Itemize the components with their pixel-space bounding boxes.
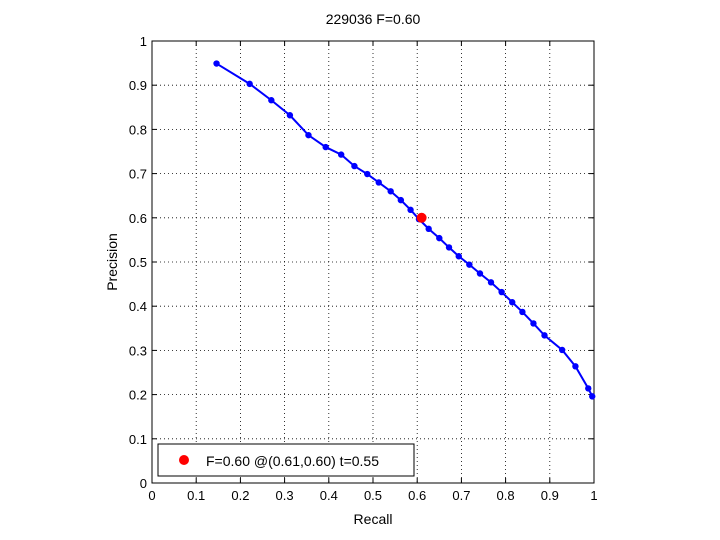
legend-marker xyxy=(179,455,189,465)
series-layer xyxy=(213,60,596,400)
series-point xyxy=(407,206,414,214)
series-point xyxy=(213,60,220,67)
series-point xyxy=(558,346,566,354)
x-tick-labels: 0 0.1 0.2 0.3 0.4 0.5 0.6 0.7 0.8 0.9 1 xyxy=(148,488,597,503)
series-point xyxy=(322,143,329,151)
series-point xyxy=(305,131,312,139)
y-tick-label: 0.1 xyxy=(129,432,147,447)
series-point xyxy=(246,80,253,88)
y-tick-label: 0.2 xyxy=(129,388,147,403)
chart-title: 229036 F=0.60 xyxy=(326,11,421,27)
grid-lines xyxy=(152,41,594,483)
x-tick-label: 0 xyxy=(148,488,155,503)
series-point xyxy=(466,261,473,268)
series-point xyxy=(268,97,275,104)
y-tick-label: 0.6 xyxy=(129,211,147,226)
series-point xyxy=(375,179,382,186)
series-point xyxy=(387,188,394,195)
series-point xyxy=(487,279,495,286)
x-tick-label: 0.8 xyxy=(497,488,515,503)
x-tick-label: 0.6 xyxy=(408,488,426,503)
series-point xyxy=(425,225,432,233)
series-point xyxy=(286,112,294,119)
y-tick-label: 0.7 xyxy=(129,167,147,182)
y-tick-label: 0.8 xyxy=(129,122,147,137)
y-tick-labels: 0 0.1 0.2 0.3 0.4 0.5 0.6 0.7 0.8 0.9 1 xyxy=(129,34,147,491)
series-point xyxy=(337,151,345,158)
series-point xyxy=(541,332,548,339)
series-point xyxy=(585,385,592,392)
series-point xyxy=(519,308,526,316)
series-point xyxy=(436,234,443,242)
x-tick-label: 0.1 xyxy=(187,488,205,503)
series-point xyxy=(364,170,371,178)
x-axis-label: Recall xyxy=(354,511,393,527)
series-point xyxy=(572,363,579,370)
series-point xyxy=(445,244,453,251)
series-point xyxy=(455,253,462,260)
y-tick-label: 0.5 xyxy=(129,255,147,270)
series-point xyxy=(498,288,505,296)
x-tick-label: 0.3 xyxy=(276,488,294,503)
y-tick-label: 0.4 xyxy=(129,299,147,314)
series-point xyxy=(397,196,405,204)
plot-frame xyxy=(151,40,595,484)
legend: F=0.60 @(0.61,0.60) t=0.55 xyxy=(157,443,415,477)
series-point xyxy=(351,162,358,170)
legend-label: F=0.60 @(0.61,0.60) t=0.55 xyxy=(206,453,379,469)
best-f-point xyxy=(416,212,427,223)
x-tick-label: 0.4 xyxy=(320,488,338,503)
x-tick-label: 0.2 xyxy=(231,488,249,503)
series-point xyxy=(530,320,537,327)
x-tick-label: 0.9 xyxy=(541,488,559,503)
y-tick-label: 0.3 xyxy=(129,343,147,358)
legend-box xyxy=(157,443,415,477)
x-tick-label: 1 xyxy=(590,488,597,503)
y-tick-label: 0 xyxy=(140,476,147,491)
y-tick-label: 0.9 xyxy=(129,78,147,93)
y-tick-label: 1 xyxy=(140,34,147,49)
y-axis-label: Precision xyxy=(104,233,120,291)
x-tick-label: 0.7 xyxy=(452,488,470,503)
series-point xyxy=(476,270,484,277)
x-tick-label: 0.5 xyxy=(364,488,382,503)
series-point xyxy=(509,299,516,306)
series-point xyxy=(589,393,596,400)
